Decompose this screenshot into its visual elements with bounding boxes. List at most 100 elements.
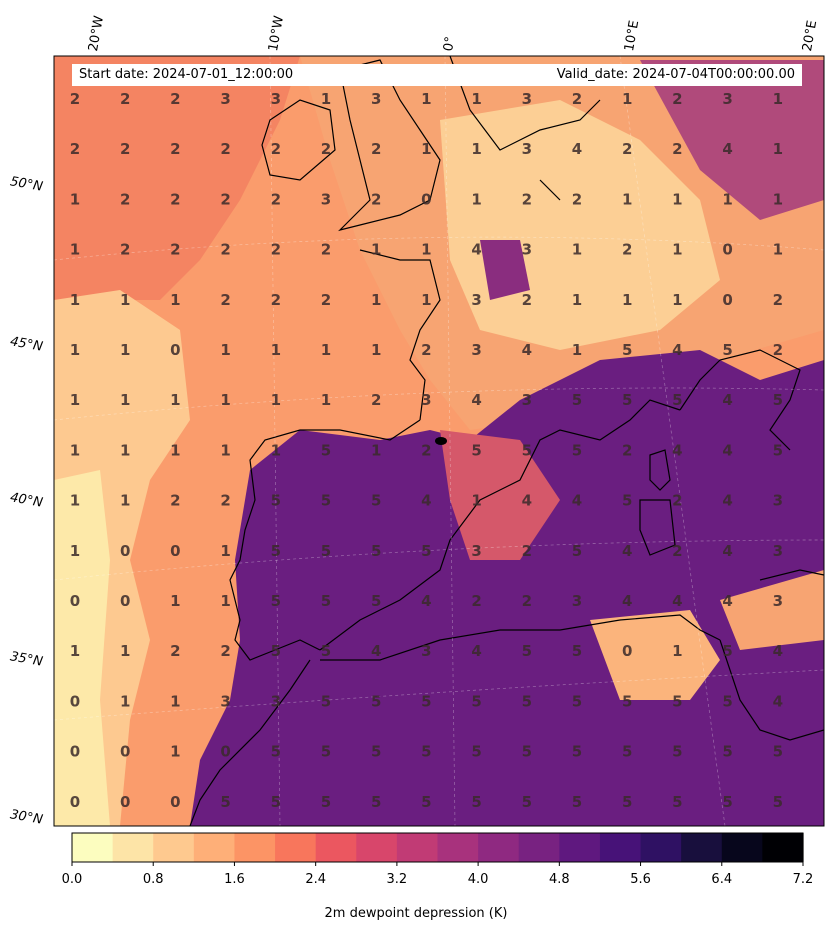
grid-value-13-10: 5 xyxy=(572,743,582,761)
grid-value-2-9: 2 xyxy=(522,190,532,208)
northeast-high-field xyxy=(640,60,824,220)
grid-value-9-14: 3 xyxy=(773,542,783,560)
grid-value-4-8: 3 xyxy=(471,291,481,309)
island-marker xyxy=(435,437,447,445)
grid-value-1-12: 2 xyxy=(672,140,682,158)
grid-value-9-5: 5 xyxy=(321,542,331,560)
grid-value-6-12: 5 xyxy=(672,391,682,409)
grid-value-14-0: 0 xyxy=(70,793,80,811)
grid-value-5-8: 3 xyxy=(471,341,481,359)
colorbar-segment-1 xyxy=(112,833,154,862)
grid-value-5-2: 0 xyxy=(170,341,180,359)
morocco-coast xyxy=(189,659,311,826)
grid-value-5-0: 1 xyxy=(70,341,80,359)
grid-value-14-10: 5 xyxy=(572,793,582,811)
grid-value-4-12: 1 xyxy=(672,291,682,309)
britain-coast xyxy=(338,59,441,232)
grid-value-5-11: 5 xyxy=(622,341,632,359)
grid-value-4-7: 1 xyxy=(421,291,431,309)
grid-value-12-10: 5 xyxy=(572,692,582,710)
map-frame xyxy=(53,55,825,827)
grid-value-5-9: 4 xyxy=(522,341,532,359)
grid-value-10-8: 2 xyxy=(471,592,481,610)
grid-value-3-9: 3 xyxy=(522,241,532,259)
grid-value-1-3: 2 xyxy=(220,140,230,158)
colorbar-tick-label-9: 7.2 xyxy=(792,872,814,887)
mediterranean-high-field xyxy=(190,350,824,826)
west-atlantic-cream-field xyxy=(54,470,110,826)
grid-value-3-8: 4 xyxy=(471,241,481,259)
grid-value-1-1: 2 xyxy=(120,140,130,158)
ireland-coast xyxy=(261,99,336,181)
grid-value-8-10: 4 xyxy=(572,492,582,510)
grid-value-10-10: 3 xyxy=(572,592,582,610)
grid-value-1-4: 2 xyxy=(271,140,281,158)
grid-value-6-5: 1 xyxy=(321,391,331,409)
grid-value-11-14: 4 xyxy=(773,642,783,660)
grid-value-10-9: 2 xyxy=(522,592,532,610)
north-africa-pale-field xyxy=(590,610,720,700)
grid-value-3-11: 2 xyxy=(622,241,632,259)
colorbar-tick-label-1: 0.8 xyxy=(142,872,164,887)
grid-value-4-0: 1 xyxy=(70,291,80,309)
grid-value-8-8: 1 xyxy=(471,492,481,510)
grid-value-9-0: 1 xyxy=(70,542,80,560)
grid-value-11-3: 2 xyxy=(220,642,230,660)
grid-value-4-14: 2 xyxy=(773,291,783,309)
grid-value-6-2: 1 xyxy=(170,391,180,409)
grid-value-6-10: 5 xyxy=(572,391,582,409)
grid-value-7-10: 5 xyxy=(572,441,582,459)
grid-value-4-10: 1 xyxy=(572,291,582,309)
colorbar-segment-8 xyxy=(396,833,439,862)
grid-value-14-13: 5 xyxy=(722,793,732,811)
sardinia-coast xyxy=(639,499,676,556)
grid-value-9-6: 5 xyxy=(371,542,381,560)
grid-value-2-8: 1 xyxy=(471,190,481,208)
grid-value-3-14: 1 xyxy=(773,241,783,259)
colorbar-segment-17 xyxy=(762,833,804,862)
grid-value-2-13: 1 xyxy=(722,190,732,208)
grid-value-11-13: 5 xyxy=(722,642,732,660)
grid-value-2-1: 2 xyxy=(120,190,130,208)
grid-value-11-6: 4 xyxy=(371,642,381,660)
grid-value-9-3: 1 xyxy=(220,542,230,560)
grid-value-3-3: 2 xyxy=(220,241,230,259)
grid-value-2-7: 0 xyxy=(421,190,431,208)
colorbar-tick-marks xyxy=(71,862,804,866)
date-header: Start date: 2024-07-01_12:00:00 Valid_da… xyxy=(72,64,802,86)
grid-value-12-4: 3 xyxy=(271,692,281,710)
grid-value-13-14: 5 xyxy=(773,743,783,761)
grid-value-8-5: 5 xyxy=(321,492,331,510)
grid-value-2-6: 2 xyxy=(371,190,381,208)
grid-value-3-12: 1 xyxy=(672,241,682,259)
grid-value-12-5: 5 xyxy=(321,692,331,710)
grid-value-13-3: 0 xyxy=(220,743,230,761)
grid-value-10-2: 1 xyxy=(170,592,180,610)
grid-value-4-2: 1 xyxy=(170,291,180,309)
grid-value-0-2: 2 xyxy=(170,90,180,108)
grid-value-14-6: 5 xyxy=(371,793,381,811)
grid-value-11-11: 0 xyxy=(622,642,632,660)
grid-value-9-9: 2 xyxy=(522,542,532,560)
grid-value-7-7: 2 xyxy=(421,441,431,459)
grid-value-7-13: 4 xyxy=(722,441,732,459)
colorbar-tick-label-2: 1.6 xyxy=(224,872,245,887)
grid-value-13-7: 5 xyxy=(421,743,431,761)
grid-value-1-10: 4 xyxy=(572,140,582,158)
grid-value-2-14: 1 xyxy=(773,190,783,208)
grid-value-0-3: 3 xyxy=(220,90,230,108)
grid-value-4-4: 2 xyxy=(271,291,281,309)
grid-value-9-13: 4 xyxy=(722,542,732,560)
grid-value-11-4: 5 xyxy=(271,642,281,660)
grid-value-13-6: 5 xyxy=(371,743,381,761)
grid-value-0-13: 3 xyxy=(722,90,732,108)
grid-value-6-7: 3 xyxy=(421,391,431,409)
grid-value-1-6: 2 xyxy=(371,140,381,158)
grid-value-11-0: 1 xyxy=(70,642,80,660)
grid-value-9-2: 0 xyxy=(170,542,180,560)
grid-value-10-12: 4 xyxy=(672,592,682,610)
grid-value-4-1: 1 xyxy=(120,291,130,309)
grid-value-8-2: 2 xyxy=(170,492,180,510)
grid-value-6-3: 1 xyxy=(220,391,230,409)
grid-value-6-8: 4 xyxy=(471,391,481,409)
